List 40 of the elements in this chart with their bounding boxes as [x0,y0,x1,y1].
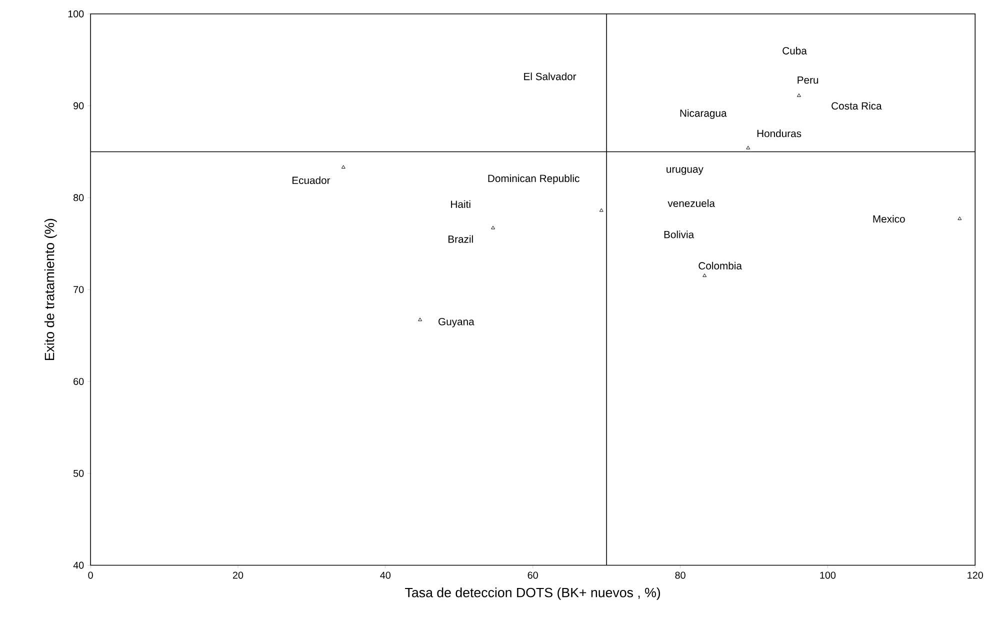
x-axis-title: Tasa de deteccion DOTS (BK+ nuevos , %) [405,588,660,600]
annotation: El Salvador [524,72,576,80]
point [491,226,496,230]
y-tick-label: 40 [73,562,84,569]
annotation: Honduras [757,130,802,138]
y-axis-title: Exito de tratamiento (%) [44,219,57,360]
annotation: Haiti [451,200,470,208]
x-tick-label: 20 [232,572,244,579]
x-tick-label: 80 [675,572,686,579]
y-tick-label: 60 [74,378,84,386]
annotation: uruguay [666,167,704,176]
y-tick-label: 80 [74,194,84,202]
y-tick-label: 90 [74,102,84,110]
annotation: Cuba [782,46,807,55]
annotation: Bolivia [664,230,694,238]
point [702,274,707,278]
point [958,216,962,220]
annotation: Colombia [698,262,742,270]
annotation: Guyana [438,318,474,328]
annotation: Costa Rica [832,102,882,110]
annotation: Brazil [448,235,473,243]
point [599,208,604,212]
y-tick-label: 50 [73,470,84,477]
annotation: Ecuador [292,176,330,184]
point [796,94,801,98]
point [418,318,422,322]
annotation: Peru [798,76,818,84]
x-tick-label: 60 [528,572,538,579]
annotation: Mexico [873,215,905,223]
point [746,146,750,150]
x-tick-label: 40 [380,572,391,579]
point [341,165,346,169]
x-tick-label: 100 [820,572,836,579]
annotation: Nicaragua [680,109,727,120]
y-tick-label: 100 [68,10,84,18]
annotation: venezuela [668,200,715,208]
x-tick-label: 120 [968,572,983,579]
annotation: Dominican Republic [488,174,580,184]
y-tick-label: 70 [74,286,84,294]
x-tick-label: 0 [88,572,93,579]
